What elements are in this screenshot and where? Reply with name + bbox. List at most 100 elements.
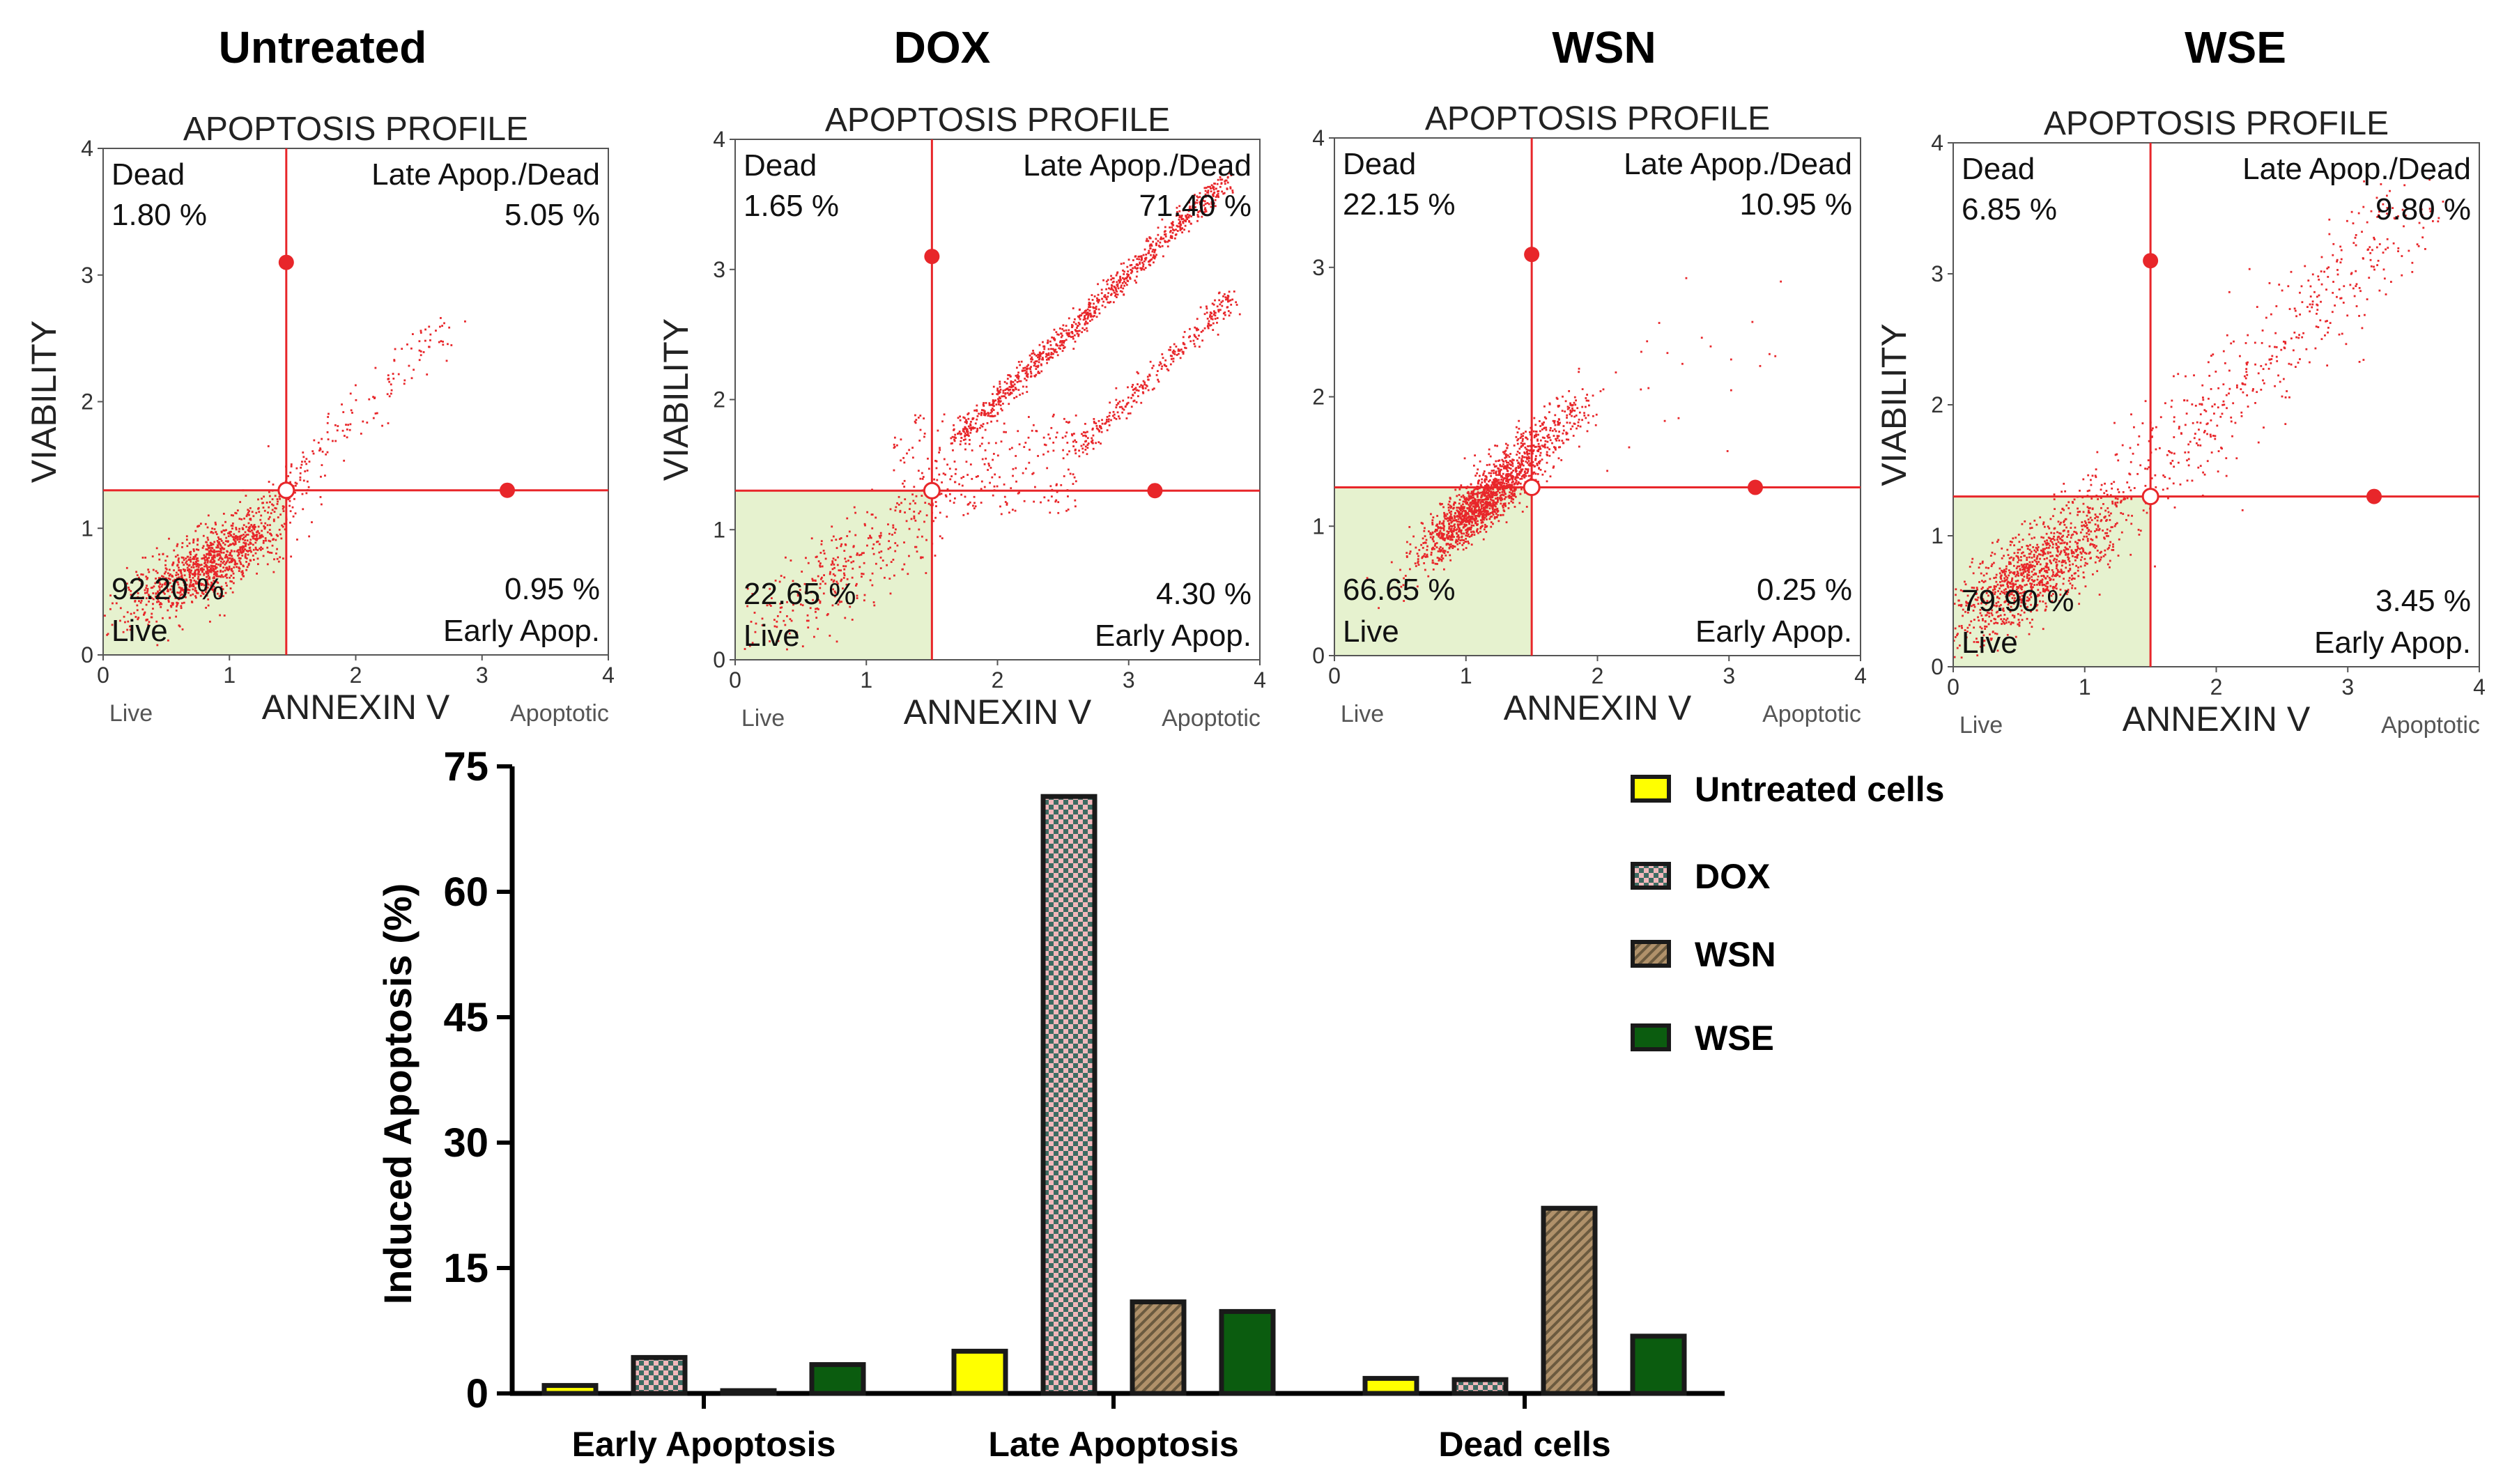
scatter-point xyxy=(835,559,837,561)
scatter-point xyxy=(960,440,962,442)
scatter-point xyxy=(1184,331,1186,333)
scatter-point xyxy=(207,536,209,539)
scatter-point xyxy=(1004,496,1006,498)
scatter-point xyxy=(1131,386,1133,388)
scatter-point xyxy=(343,460,345,462)
scatter-point xyxy=(1780,281,1782,283)
scatter-point xyxy=(270,512,272,514)
scatter-point xyxy=(392,378,394,380)
scatter-point xyxy=(1472,506,1474,508)
scatter-point xyxy=(1583,412,1585,414)
scatter-point xyxy=(964,433,966,435)
scatter-point xyxy=(205,556,207,558)
scatter-point xyxy=(218,550,220,552)
scatter-point xyxy=(1065,431,1068,433)
scatter-point xyxy=(229,562,231,564)
scatter-point xyxy=(1474,509,1476,511)
x-tick-label: 3 xyxy=(1123,667,1135,693)
scatter-point xyxy=(1441,536,1443,539)
scatter-point xyxy=(1547,447,1549,449)
scatter-point xyxy=(939,447,941,449)
scatter-point xyxy=(1524,470,1526,472)
scatter-point xyxy=(1473,465,1475,467)
scatter-point xyxy=(1415,547,1417,549)
scatter-point xyxy=(1143,380,1145,382)
scatter-point xyxy=(235,538,237,540)
scatter-point xyxy=(2056,559,2058,561)
scatter-point xyxy=(1514,488,1516,490)
scatter-point xyxy=(1137,383,1139,385)
scatter-point xyxy=(1152,241,1154,243)
scatter-point xyxy=(845,561,847,563)
scatter-point xyxy=(856,552,858,555)
scatter-point xyxy=(1207,318,1209,320)
scatter-point xyxy=(1502,463,1504,465)
scatter-point xyxy=(1603,388,1605,390)
scatter-point xyxy=(903,541,905,543)
scatter-point xyxy=(253,549,255,551)
scatter-point xyxy=(168,538,170,540)
scatter-point xyxy=(342,411,344,413)
scatter-point xyxy=(1468,513,1470,515)
quadrant-late-label: Late Apop./Dead xyxy=(1624,147,1852,181)
y-tick-label: 3 xyxy=(713,257,725,282)
scatter-point xyxy=(1464,457,1466,459)
scatter-point xyxy=(2067,507,2070,509)
scatter-point xyxy=(232,592,234,594)
scatter-point xyxy=(928,503,930,505)
scatter-point xyxy=(308,535,310,537)
scatter-point xyxy=(1478,479,1480,481)
scatter-point xyxy=(438,341,440,343)
scatter-point xyxy=(1109,415,1111,417)
scatter-point xyxy=(247,539,249,541)
scatter-point xyxy=(1033,362,1035,364)
scatter-point xyxy=(261,523,263,525)
scatter-point xyxy=(871,513,873,516)
scatter-point xyxy=(1454,516,1456,518)
scatter-point xyxy=(1141,262,1143,264)
scatter-point xyxy=(980,424,983,426)
scatter-point xyxy=(263,555,265,557)
scatter-point xyxy=(320,449,322,451)
scatter-point xyxy=(1092,440,1094,442)
scatter-point xyxy=(206,559,208,561)
scatter-point xyxy=(1540,440,1542,442)
scatter-point xyxy=(1139,263,1141,265)
scatter-point xyxy=(1431,519,1433,521)
scatter-point xyxy=(808,562,810,564)
scatter-point xyxy=(1036,360,1038,362)
scatter-point xyxy=(1485,502,1487,504)
scatter-point xyxy=(420,330,422,332)
scatter-point xyxy=(1092,316,1094,318)
scatter-point xyxy=(1982,561,1984,563)
scatter-point xyxy=(1074,500,1076,502)
scatter-point xyxy=(1463,518,1465,520)
scatter-point xyxy=(1473,513,1475,516)
scatter-point xyxy=(1015,481,1017,483)
scatter-point xyxy=(1490,496,1492,498)
scatter-point xyxy=(1463,510,1465,512)
scatter-point xyxy=(982,458,984,461)
scatter-point xyxy=(1494,445,1496,447)
scatter-point xyxy=(903,461,905,463)
scatter-point xyxy=(1515,436,1517,438)
scatter-point xyxy=(920,429,922,431)
scatter-point xyxy=(967,418,969,420)
scatter-point xyxy=(1468,493,1470,495)
scatter-point xyxy=(1157,379,1159,381)
scatter-point xyxy=(888,578,891,580)
scatter-point xyxy=(164,559,167,562)
scatter-point xyxy=(1026,379,1028,381)
scatter-point xyxy=(268,481,270,483)
scatter-point xyxy=(1451,525,1454,527)
scatter-point xyxy=(1132,268,1134,270)
scatter-point xyxy=(1452,545,1454,547)
scatter-point xyxy=(973,417,975,419)
scatter-point xyxy=(1031,361,1033,363)
scatter-point xyxy=(276,548,278,550)
scatter-point xyxy=(894,542,896,544)
scatter-point xyxy=(939,449,941,451)
scatter-point xyxy=(1452,508,1454,510)
scatter-point xyxy=(1123,285,1125,287)
